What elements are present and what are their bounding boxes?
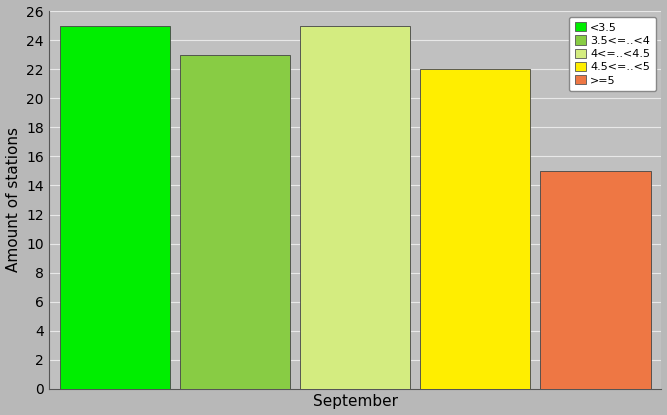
Legend: <3.5, 3.5<=..<4, 4<=..<4.5, 4.5<=..<5, >=5: <3.5, 3.5<=..<4, 4<=..<4.5, 4.5<=..<5, >… bbox=[569, 17, 656, 91]
Bar bbox=[59, 26, 170, 389]
Bar bbox=[420, 69, 530, 389]
X-axis label: September: September bbox=[313, 394, 398, 410]
Bar bbox=[540, 171, 650, 389]
Bar bbox=[179, 55, 290, 389]
Y-axis label: Amount of stations: Amount of stations bbox=[5, 127, 21, 273]
Bar bbox=[300, 26, 410, 389]
